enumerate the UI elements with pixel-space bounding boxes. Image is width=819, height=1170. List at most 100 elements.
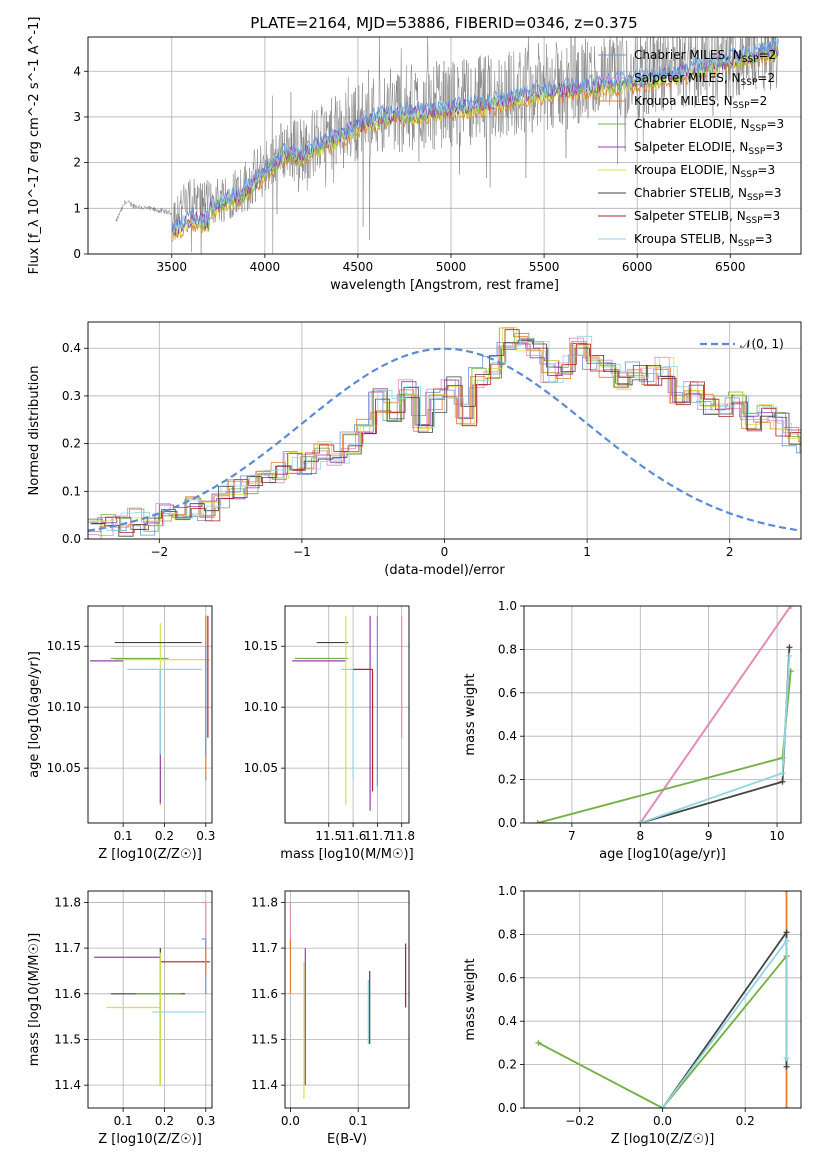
y-tick-label: 0.4 (62, 341, 81, 355)
legend-subscript: SSP (748, 147, 765, 157)
y-tick-label: 11.7 (251, 941, 278, 955)
axes-frame (87, 321, 802, 540)
y-tick-label: 0.8 (498, 642, 517, 656)
legend-label: Salpeter ELODIE, NSSP=3 (634, 140, 783, 157)
mass-weight-marker (659, 1105, 666, 1108)
axes-frame (284, 605, 410, 824)
y-tick-label: 10.15 (47, 639, 81, 653)
legend-value: =3 (764, 186, 782, 200)
mass-weight-line (639, 606, 792, 823)
y-tick-label: 11.4 (54, 1078, 81, 1092)
y-tick-label: 11.7 (54, 941, 81, 955)
y-tick-label: 0.4 (498, 1014, 517, 1028)
y-tick-label: 0.6 (498, 971, 517, 985)
mass-weight-line (537, 671, 792, 823)
plot-area-mass-vs-ebv (289, 902, 407, 1099)
y-axis-label: Normed distribution (27, 366, 42, 496)
y-tick-label: 1 (73, 201, 81, 215)
axes-mass-vs-ebv: 0.0 0.1 11.4 11.5 11.6 11.7 11.8 E(B-V) (251, 890, 410, 1147)
x-tick-label: 0.0 (653, 1114, 672, 1128)
y-tick-label: 0.0 (498, 1101, 517, 1115)
plot-area-massweight-vs-age (534, 606, 794, 823)
y-tick-label: 11.4 (251, 1078, 278, 1092)
x-tick-label: 4500 (343, 260, 374, 274)
residual-histogram-step (91, 329, 801, 533)
x-tick-label: 11.6 (340, 829, 367, 843)
spectrum-data-line (115, 37, 778, 254)
x-tick-label: 6000 (622, 260, 653, 274)
mass-weight-line (538, 955, 788, 1108)
x-tick-label: −1 (293, 545, 311, 559)
x-axis-label: age [log10(age/yr)] (599, 847, 726, 862)
y-tick-label: 11.5 (54, 1032, 81, 1046)
x-tick-label: 0 (441, 545, 449, 559)
x-tick-label: −0.2 (565, 1114, 594, 1128)
legend-value: =3 (766, 117, 784, 131)
mass-weight-line (661, 938, 788, 1108)
y-tick-label: 10.10 (244, 700, 278, 714)
y-axis-label: mass weight (463, 673, 478, 755)
x-tick-label: 0.2 (155, 829, 174, 843)
x-tick-label: 0.0 (281, 1114, 300, 1128)
axes-massweight-vs-age: 7 8 9 10 0.0 0.2 0.4 0.6 0.8 1.0 age [log10(age/yr… (463, 599, 802, 862)
residual-histogram-step (88, 332, 801, 539)
legend-value: =2 (759, 48, 777, 62)
mass-weight-marker (786, 644, 793, 651)
y-tick-label: 4 (73, 64, 81, 78)
x-tick-label: 5500 (529, 260, 560, 274)
y-tick-label: 0.3 (62, 389, 81, 403)
axes-frame (87, 36, 802, 255)
spectrum-model-line (171, 44, 779, 238)
mass-weight-marker (779, 778, 786, 785)
mass-weight-marker (783, 937, 790, 944)
y-tick-label: 0.6 (498, 686, 517, 700)
y-tick-label: 0.0 (498, 816, 517, 830)
mass-weight-marker (534, 820, 541, 823)
legend-value: =3 (765, 140, 783, 154)
x-axis-label: (data-model)/error (384, 563, 505, 578)
x-tick-label: 0.2 (155, 1114, 174, 1128)
legend-label: Salpeter STELIB, NSSP=3 (634, 209, 780, 226)
legend-label: Kroupa STELIB, NSSP=3 (634, 232, 772, 249)
x-tick-label: 10 (769, 829, 784, 843)
y-tick-label: 10.05 (47, 761, 81, 775)
x-axis-label: Z [log10(Z/Z☉)] (98, 1132, 202, 1147)
x-tick-label: 4000 (250, 260, 281, 274)
legend-label: Kroupa ELODIE, NSSP=3 (634, 163, 775, 180)
residual-histogram-step (88, 327, 801, 532)
legend-subscript: SSP (750, 124, 767, 134)
x-tick-label: 5000 (436, 260, 467, 274)
axes-mass-vs-Z: 0.1 0.2 0.3 11.4 11.5 11.6 11.7 11.8 Z [log10(Z/… (27, 890, 215, 1147)
y-tick-label: 11.6 (54, 987, 81, 1001)
x-tick-label: 0.2 (736, 1114, 755, 1128)
normal-curve (88, 347, 799, 532)
x-tick-label: 3500 (156, 260, 187, 274)
mass-weight-marker (783, 1055, 790, 1062)
y-tick-label: 0.2 (62, 437, 81, 451)
y-tick-label: 0.4 (498, 729, 517, 743)
axes-age-vs-mass: 11.511.611.711.8 10.05 10.10 10.15 mass [log… (244, 605, 415, 862)
x-axis-label: Z [log10(Z/Z☉)] (98, 847, 202, 862)
y-tick-label: 10.10 (47, 700, 81, 714)
legend-label: 𝒩(0, 1) (740, 337, 784, 351)
y-tick-label: 11.5 (251, 1032, 278, 1046)
legend-label: Kroupa MILES, NSSP=2 (634, 94, 767, 111)
mass-weight-marker (637, 820, 644, 823)
x-tick-label: 0.1 (114, 829, 133, 843)
legend-label: Salpeter MILES, NSSP=2 (634, 71, 775, 88)
axes-massweight-vs-Z: −0.2 0.0 0.2 0.0 0.2 0.4 0.6 0.8 1.0 Z [log10(Z/Z… (463, 884, 802, 1147)
axes-frame (87, 890, 213, 1109)
plot-area-mass-vs-Z (94, 901, 210, 1086)
mass-weight-marker (535, 1039, 542, 1046)
panels: 3500 4000 4500 5000 5500 6000 6500 0 1 2 3 4 wavelen… (27, 17, 802, 1147)
y-tick-label: 0 (73, 247, 81, 261)
spectrum-legend: Chabrier MILES, NSSP=2 Salpeter MILES, NS… (598, 48, 784, 249)
plot-area-age-vs-Z (90, 615, 210, 806)
residual-legend: 𝒩(0, 1) (700, 337, 784, 351)
mass-weight-marker (786, 652, 793, 659)
y-axis-label: age [log10(age/yr)] (27, 651, 42, 778)
x-tick-label: 1 (583, 545, 591, 559)
legend-subscript: SSP (747, 193, 764, 203)
axes-frame (523, 605, 802, 824)
